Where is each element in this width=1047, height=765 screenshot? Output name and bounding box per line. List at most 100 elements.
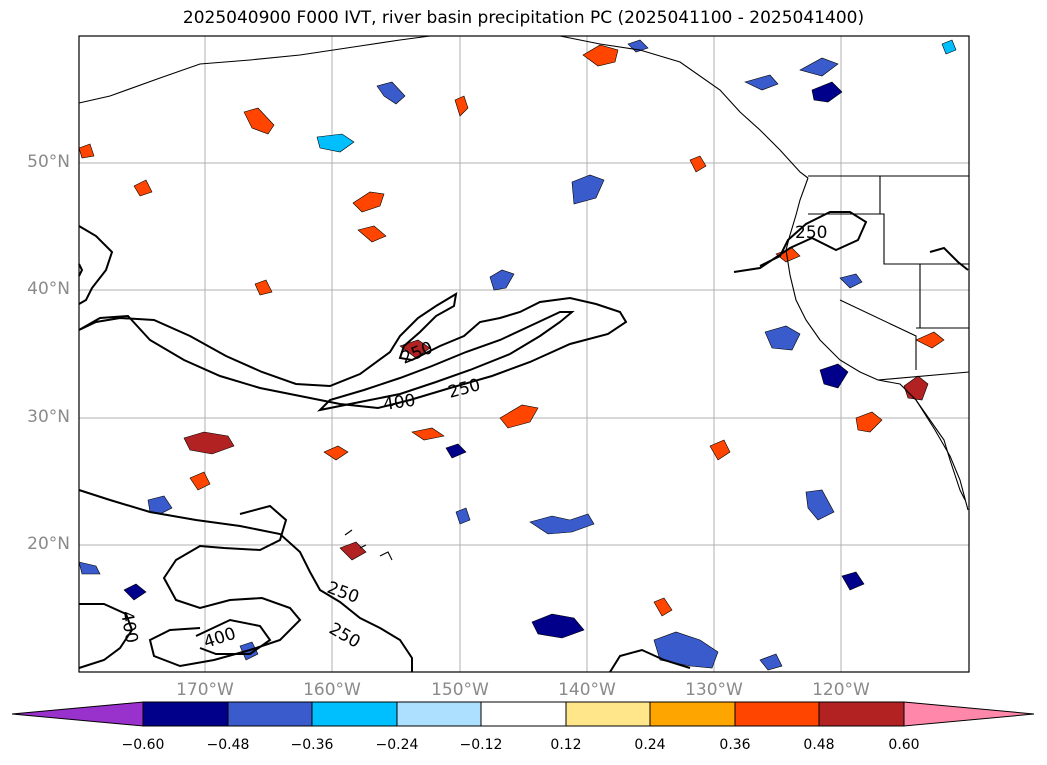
contour-label: 400 bbox=[116, 609, 141, 644]
precip-blob bbox=[339, 541, 367, 561]
precip-blob bbox=[147, 495, 173, 515]
precip-blob bbox=[376, 81, 406, 105]
precip-blob bbox=[189, 471, 211, 491]
precip-blob bbox=[78, 561, 101, 575]
precip-blob bbox=[254, 279, 273, 296]
ivt-contour-250-bay bbox=[929, 246, 969, 271]
colorbar-segment bbox=[480, 701, 567, 727]
precip-blob bbox=[323, 445, 349, 461]
ivt-contour-250-nw bbox=[78, 263, 84, 277]
ivt-contour-250-south bbox=[78, 489, 413, 672]
colorbar-segment bbox=[227, 701, 313, 727]
precip-blobs bbox=[78, 39, 957, 671]
coastline-alaska-panhandle bbox=[559, 35, 809, 179]
contour-label: 250 bbox=[326, 619, 364, 653]
colorbar-segment bbox=[396, 701, 482, 727]
precip-blob bbox=[133, 179, 153, 197]
precip-blob bbox=[709, 439, 731, 461]
colorbar-tick-label: −0.60 bbox=[121, 737, 165, 753]
colorbar-tick-label: 0.48 bbox=[803, 737, 835, 753]
contour-label: 250 bbox=[398, 338, 436, 369]
precip-blob bbox=[915, 331, 945, 349]
colorbar-tick-label: 0.36 bbox=[719, 737, 751, 753]
precip-blob bbox=[499, 404, 539, 429]
ivt-contour-400 bbox=[316, 311, 575, 412]
contour-label: 400 bbox=[382, 391, 417, 415]
ivt-contour-400-south-b bbox=[195, 618, 272, 655]
precip-blob bbox=[653, 597, 673, 617]
lon-label: 130°W bbox=[685, 680, 743, 700]
precip-blob bbox=[531, 613, 585, 639]
precip-blob bbox=[839, 273, 863, 289]
colorbar-tick-label: −0.36 bbox=[290, 737, 334, 753]
colorbar-tick-label: −0.48 bbox=[206, 737, 250, 753]
colorbar-tick-label: 0.24 bbox=[634, 737, 666, 753]
colorbar-tick-label: −0.24 bbox=[375, 737, 419, 753]
precip-blob bbox=[411, 427, 445, 441]
precip-blob bbox=[455, 507, 471, 525]
colorbar-tick-label: −0.12 bbox=[459, 737, 503, 753]
contour-label: 250 bbox=[795, 223, 827, 243]
colorbar-segment bbox=[818, 701, 905, 727]
precip-blob bbox=[841, 571, 865, 591]
precip-blob bbox=[819, 363, 849, 389]
precip-blob bbox=[811, 81, 843, 103]
lat-label: 40°N bbox=[27, 279, 70, 299]
precip-blob bbox=[529, 513, 595, 535]
colorbar-extend-high bbox=[903, 701, 1035, 727]
ivt-contour-400-south bbox=[78, 603, 134, 669]
precip-blob bbox=[316, 133, 355, 153]
precip-blob bbox=[78, 143, 95, 159]
precip-blob bbox=[941, 39, 957, 55]
precip-blob bbox=[799, 57, 839, 77]
coastline-or-ca bbox=[785, 249, 966, 501]
border-states bbox=[808, 176, 970, 381]
colorbar bbox=[11, 701, 1035, 727]
precip-blob bbox=[744, 74, 779, 91]
precip-blob bbox=[571, 174, 605, 205]
lon-label: 160°W bbox=[303, 680, 361, 700]
precip-blob bbox=[454, 95, 469, 117]
colorbar-segment bbox=[311, 701, 398, 727]
lon-label: 140°W bbox=[558, 680, 616, 700]
precip-blob bbox=[759, 653, 783, 671]
contour-label: 250 bbox=[324, 578, 361, 608]
precip-blob bbox=[764, 325, 801, 351]
precip-blob bbox=[399, 339, 431, 359]
precip-blob bbox=[489, 269, 515, 291]
colorbar-tick-label: 0.60 bbox=[888, 737, 920, 753]
colorbar-segment bbox=[649, 701, 736, 727]
colorbar-extend-low bbox=[11, 701, 144, 727]
ivt-contour-250-main bbox=[78, 225, 628, 410]
lat-label: 30°N bbox=[27, 407, 70, 427]
precip-blob bbox=[445, 443, 467, 459]
precip-blob bbox=[805, 489, 835, 521]
ivt-contour-250-pnw bbox=[733, 211, 868, 273]
precip-blob bbox=[243, 107, 275, 135]
lat-label: 20°N bbox=[27, 534, 70, 554]
ivt-contour-250-south-inner bbox=[148, 504, 302, 668]
colorbar-tick-label: 0.12 bbox=[550, 737, 582, 753]
map-frame bbox=[78, 35, 970, 673]
lon-label: 170°W bbox=[176, 680, 234, 700]
coastline-alaska bbox=[78, 35, 431, 104]
precip-blob bbox=[582, 44, 619, 67]
coastline-hawaii bbox=[344, 529, 393, 561]
lon-label: 120°W bbox=[812, 680, 870, 700]
ivt-contours bbox=[78, 211, 969, 673]
precip-blob bbox=[653, 631, 719, 669]
contour-label: 400 bbox=[201, 624, 238, 653]
precip-blob bbox=[855, 411, 883, 433]
colorbar-segment bbox=[565, 701, 651, 727]
coastline-baja bbox=[915, 399, 969, 511]
colorbar-segment bbox=[734, 701, 820, 727]
precip-blob bbox=[903, 375, 929, 401]
precip-blob bbox=[183, 431, 235, 455]
map-title: 2025040900 F000 IVT, river basin precipi… bbox=[182, 8, 865, 28]
lat-label: 50°N bbox=[27, 152, 70, 172]
colorbar-segment bbox=[142, 701, 229, 727]
ivt-contour-250-se bbox=[609, 648, 691, 673]
precip-blob bbox=[357, 225, 387, 243]
precip-blob bbox=[352, 191, 385, 213]
precip-blob bbox=[689, 155, 707, 173]
